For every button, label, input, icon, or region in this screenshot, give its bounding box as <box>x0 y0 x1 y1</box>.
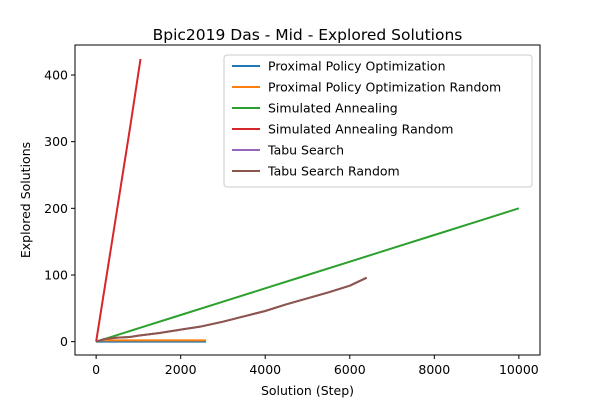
legend-label-6: Tabu Search Random <box>267 164 400 179</box>
legend-label-1: Proximal Policy Optimization <box>268 59 446 74</box>
legend-label-4: Simulated Annealing Random <box>268 122 453 137</box>
plot-area <box>95 58 520 343</box>
x-axis-label: Solution (Step) <box>261 383 354 398</box>
x-tick-label: 2000 <box>165 362 197 377</box>
x-tick-label: 8000 <box>418 362 450 377</box>
y-tick-label: 100 <box>44 268 68 283</box>
legend-label-3: Simulated Annealing <box>268 101 398 116</box>
x-tick-label: 6000 <box>334 362 366 377</box>
legend-box <box>223 54 533 188</box>
x-tick-label: 10000 <box>499 362 539 377</box>
x-tick-label: 0 <box>92 362 100 377</box>
y-axis-label: Explored Solutions <box>18 142 33 258</box>
series-line-3 <box>95 207 520 343</box>
legend-label-5: Tabu Search <box>267 143 344 158</box>
x-tick-label: 4000 <box>249 362 281 377</box>
chart-title: Bpic2019 Das - Mid - Explored Solutions <box>153 26 463 44</box>
series-line-4 <box>95 58 142 342</box>
legend: Proximal Policy Optimization Proximal Pol… <box>223 54 533 188</box>
legend-label-2: Proximal Policy Optimization Random <box>268 80 501 95</box>
series-line-6 <box>95 276 368 343</box>
y-tick-label: 300 <box>44 134 68 149</box>
y-tick-label: 200 <box>44 201 68 216</box>
plot-frame <box>74 44 541 356</box>
y-tick-label: 0 <box>60 334 68 349</box>
series-line-5 <box>95 276 368 343</box>
y-tick-label: 400 <box>44 68 68 83</box>
axes: 0 2000 4000 6000 8000 10000 0 100 200 300 400 <box>44 44 541 377</box>
